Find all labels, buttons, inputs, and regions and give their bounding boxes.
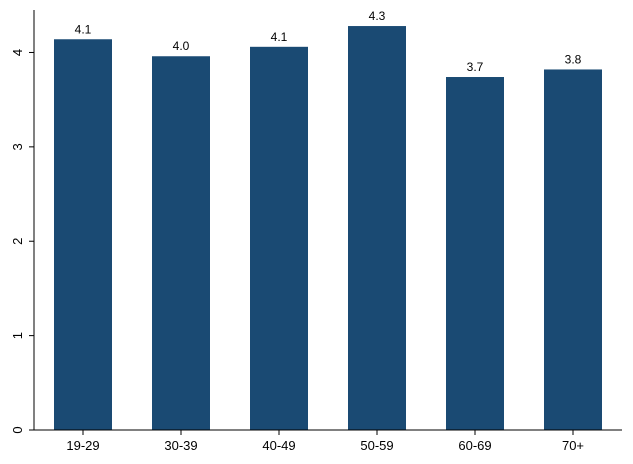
bar-40-49 <box>250 46 308 430</box>
bar-70+ <box>544 69 602 431</box>
data-label-group: 4.1 4.0 4.1 4.3 3.7 3.8 <box>75 9 582 74</box>
x-axis: 19-29 30-39 40-49 50-59 60-69 70+ <box>34 429 622 453</box>
y-tick-label-1: 1 <box>10 332 25 339</box>
bar-19-29 <box>54 39 112 431</box>
x-tick-label-19-29: 19-29 <box>66 438 99 453</box>
y-tick-label-3: 3 <box>10 143 25 150</box>
y-axis: 0 1 2 3 4 <box>10 10 35 434</box>
data-label-19-29: 4.1 <box>75 22 92 36</box>
data-label-70+: 3.8 <box>565 52 582 66</box>
data-label-40-49: 4.1 <box>271 30 288 44</box>
bar-group <box>54 26 602 431</box>
x-tick-label-70+: 70+ <box>562 438 584 453</box>
y-tick-label-0: 0 <box>10 426 25 433</box>
x-tick-label-40-49: 40-49 <box>262 438 295 453</box>
y-tick-label-2: 2 <box>10 238 25 245</box>
bar-50-59 <box>348 26 406 430</box>
data-label-50-59: 4.3 <box>369 9 386 23</box>
data-label-30-39: 4.0 <box>173 39 190 53</box>
x-tick-label-60-69: 60-69 <box>458 438 491 453</box>
bar-60-69 <box>446 77 504 431</box>
data-label-60-69: 3.7 <box>467 60 484 74</box>
x-tick-label-50-59: 50-59 <box>360 438 393 453</box>
bar-30-39 <box>152 56 210 430</box>
x-tick-label-30-39: 30-39 <box>164 438 197 453</box>
y-tick-label-4: 4 <box>10 49 25 56</box>
